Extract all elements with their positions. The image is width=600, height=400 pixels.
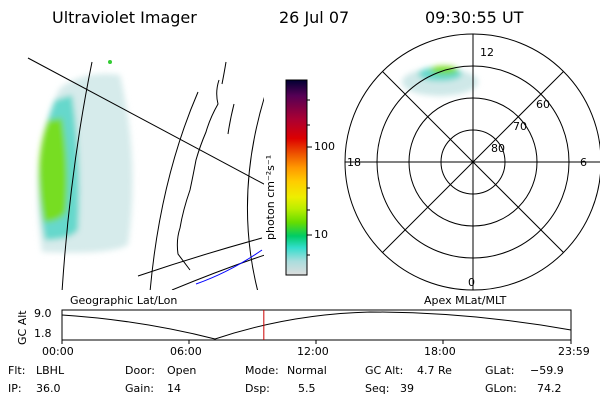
glat-value: −59.9 <box>530 364 564 377</box>
time-tick: 00:00 <box>42 345 74 358</box>
door-label: Door: <box>125 364 155 377</box>
gc-alt-label: GC Alt: <box>365 364 404 377</box>
glat-label: GLat: <box>485 364 515 377</box>
ip-value: 36.0 <box>36 382 61 395</box>
time-tick: 06:00 <box>170 345 202 358</box>
colorbar <box>285 79 308 276</box>
altitude-axis-label: GC Alt <box>16 310 29 345</box>
altitude-tick-high: 9.0 <box>34 307 52 320</box>
ip-label: IP: <box>8 382 22 395</box>
glon-value: 74.2 <box>537 382 562 395</box>
mlt-label-18: 18 <box>347 156 361 169</box>
mlt-label-0: 0 <box>468 276 475 289</box>
glon-label: GLon: <box>485 382 517 395</box>
gain-value: 14 <box>167 382 181 395</box>
time-tick: 23:59 <box>558 345 590 358</box>
date-label: 26 Jul 07 <box>279 8 350 27</box>
time-tick: 12:00 <box>297 345 329 358</box>
colorbar-unit-label: photon cm⁻²s⁻¹ <box>264 154 277 240</box>
geo-grid-lines <box>27 57 264 290</box>
app-title: Ultraviolet Imager <box>52 8 197 27</box>
geo-caption: Geographic Lat/Lon <box>70 294 178 307</box>
seq-label: Seq: <box>365 382 390 395</box>
geographic-map <box>27 57 264 290</box>
mlt-label-12: 12 <box>480 46 494 59</box>
polar-caption: Apex MLat/MLT <box>424 294 507 307</box>
mlat-label-80: 80 <box>491 142 505 155</box>
time-tick: 18:00 <box>424 345 456 358</box>
mlat-label-70: 70 <box>513 120 527 133</box>
polar-grid <box>344 33 600 291</box>
door-value: Open <box>167 364 197 377</box>
colorbar-tick-100: 100 <box>314 140 335 153</box>
colorbar-tick-10: 10 <box>314 228 328 241</box>
polar-aurora-emission <box>402 66 478 96</box>
dsp-label: Dsp: <box>245 382 270 395</box>
mode-value: Normal <box>287 364 327 377</box>
dsp-value: 5.5 <box>298 382 316 395</box>
coastline <box>176 61 235 271</box>
orbit-track <box>195 249 263 285</box>
altitude-curve <box>61 311 572 340</box>
mode-label: Mode: <box>245 364 279 377</box>
mlt-label-6: 6 <box>580 156 587 169</box>
gc-alt-value: 4.7 Re <box>417 364 452 377</box>
filter-value: LBHL <box>36 364 65 377</box>
altitude-tick-low: 1.8 <box>34 327 52 340</box>
gain-label: Gain: <box>125 382 154 395</box>
filter-label: Flt: <box>8 364 26 377</box>
mlat-label-60: 60 <box>536 98 550 111</box>
time-label: 09:30:55 UT <box>425 8 524 27</box>
altitude-plot <box>61 309 572 344</box>
seq-value: 39 <box>400 382 414 395</box>
polar-map <box>344 33 600 291</box>
geo-aurora-emission <box>37 73 133 253</box>
